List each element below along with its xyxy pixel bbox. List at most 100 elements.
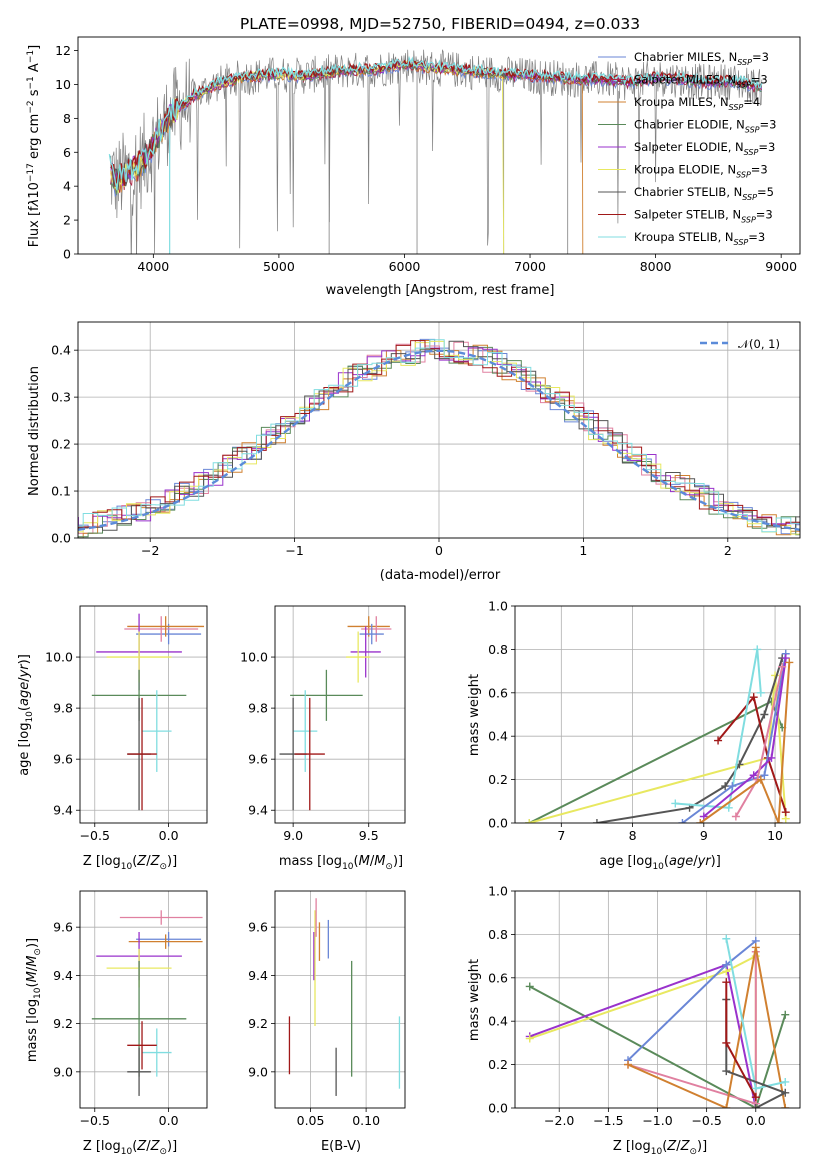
age-vs-metallicity-panel: −0.5 0.0 9.4 9.6 9.8 10.0 [45, 605, 208, 843]
spectrum-legend: Chabrier MILES, NSSP=3 Salpeter MILES, NS… [598, 50, 776, 247]
residual-histogram-panel-frame [77, 321, 801, 539]
mass-weight-vs-metallicity-panel-xtick-label: −1.0 [642, 1113, 672, 1128]
mass-weight-marker [722, 1038, 731, 1047]
spectrum-panel-xtick-label: 4000 [137, 259, 169, 274]
mass-weight-marker [722, 1104, 731, 1108]
mass-weight-line [529, 985, 787, 1108]
mass-weight-marker [525, 982, 534, 991]
residual-histogram-panel-ytick-label: 0.3 [51, 390, 71, 405]
legend-entry-label: Salpeter MILES, NSSP=3 [634, 73, 768, 90]
mass-weight-vs-metallicity-panel-ytick-label: 0.4 [488, 1014, 508, 1029]
mass-weight-vs-metallicity-panel-xtick-label: −2.0 [544, 1113, 574, 1128]
mass-weight-marker [785, 658, 794, 667]
p3-xlabel: Z [log10(Z/Z⊙)] [83, 854, 177, 872]
histogram-legend: 𝒩(0, 1) [700, 337, 780, 351]
histogram-step [78, 340, 800, 536]
age-vs-mass-panel-xtick-label: 9.5 [359, 828, 379, 843]
age-vs-mass-panel-frame [274, 605, 406, 824]
mass-weight-marker [525, 1034, 534, 1043]
mass-weight-marker [781, 1010, 790, 1019]
age-vs-metallicity-panel-ytick-label: 10.0 [45, 650, 73, 665]
spectrum-panel-xtick-label: 5000 [263, 259, 295, 274]
mass-weight-vs-metallicity-panel-xtick-label: −0.5 [691, 1113, 721, 1128]
residual-histogram-panel-xtick-label: −2 [141, 543, 159, 558]
spectrum-panel-ytick-label: 0 [63, 247, 71, 262]
age-vs-mass-panel-ytick-label: 9.6 [248, 752, 268, 767]
mass-weight-marker [781, 1088, 790, 1097]
mass-weight-marker [678, 819, 687, 823]
mass-weight-vs-age-panel-ytick-label: 0.2 [488, 772, 508, 787]
mass-vs-reddening-panel-xtick-label: 0.05 [297, 1113, 325, 1128]
residual-histogram-panel-ytick-label: 0.1 [51, 484, 71, 499]
legend-entry-label: Chabrier ELODIE, NSSP=3 [634, 118, 776, 135]
mass-weight-vs-metallicity-panel-ytick-label: 0.2 [488, 1057, 508, 1072]
mass-weight-marker [721, 782, 730, 791]
mass-weight-marker [751, 1093, 760, 1102]
legend-entry-label: Salpeter ELODIE, NSSP=3 [634, 140, 775, 157]
mass-weight-vs-metallicity-panel-ytick-label: 0.8 [488, 927, 508, 942]
residual-histogram-panel-xtick-label: 1 [579, 543, 587, 558]
p4-xlabel: mass [log10(M/M⊙)] [279, 854, 403, 872]
mass-weight-line [596, 657, 784, 823]
mass-weight-vs-metallicity-panel-ytick-label: 1.0 [488, 884, 508, 899]
mass-vs-metallicity-panel-ytick-label: 9.6 [53, 920, 73, 935]
model-spectrum-line [110, 60, 762, 191]
age-vs-metallicity-panel-frame [79, 605, 208, 824]
spectrum-panel-ytick-label: 6 [63, 145, 71, 160]
mass-weight-vs-age-panel-frame [514, 605, 801, 824]
mass-vs-reddening-panel-ytick-label: 9.4 [248, 968, 268, 983]
mass-weight-vs-metallicity-panel-frame [514, 890, 801, 1109]
spectrum-panel-xtick-label: 9000 [765, 259, 797, 274]
mass-weight-marker [760, 771, 769, 780]
mass-vs-reddening-panel-ytick-label: 9.6 [248, 920, 268, 935]
spectrum-panel-xtick-label: 7000 [514, 259, 546, 274]
spectrum-panel-ytick-label: 12 [55, 43, 71, 58]
mass-vs-metallicity-panel-frame [79, 890, 208, 1109]
p3-ylabel: age [log10(age/yr)] [17, 654, 35, 776]
mass-weight-vs-age-panel-ytick-label: 1.0 [488, 599, 508, 614]
mass-vs-metallicity-panel-ytick-label: 9.0 [53, 1064, 73, 1079]
mass-weight-vs-age-panel-ytick-label: 0.4 [488, 729, 508, 744]
histogram-xlabel: (data-model)/error [380, 568, 501, 583]
normal-distribution-curve [78, 349, 800, 531]
spectrum-panel-ytick-label: 10 [55, 77, 71, 92]
spectrum-panel-ytick-label: 2 [63, 213, 71, 228]
mass-weight-marker [781, 808, 790, 817]
mass-weight-marker [781, 1077, 790, 1086]
mass-weight-vs-age-panel-xtick-label: 10 [767, 828, 783, 843]
spectrum-panel: 4000 5000 6000 7000 8000 9000 0 2 4 6 8 10 12 [55, 36, 801, 274]
mass-weight-marker [671, 799, 680, 808]
mass-vs-reddening-panel-ytick-label: 9.2 [248, 1016, 268, 1031]
legend-entry-label: Salpeter STELIB, NSSP=3 [634, 208, 773, 225]
spectrum-ylabel: Flux [fλ10−17 erg cm−2 s−1 A−1] [26, 45, 42, 247]
mass-weight-vs-metallicity-panel-xtick-label: −1.5 [593, 1113, 623, 1128]
age-vs-mass-panel: 9.0 9.5 9.4 9.6 9.8 10.0 [240, 605, 406, 843]
mass-weight-marker [624, 1060, 633, 1069]
spectrum-panel-xtick-label: 6000 [389, 259, 421, 274]
mass-weight-marker [722, 978, 731, 987]
normal-legend-label: 𝒩(0, 1) [738, 337, 780, 351]
spectrum-xlabel: wavelength [Angstrom, rest frame] [326, 283, 555, 298]
p8-xlabel: Z [log10(Z/Z⊙)] [613, 1139, 707, 1157]
model-spectrum-line [108, 55, 763, 191]
mass-weight-marker [722, 1067, 731, 1076]
residual-histogram-panel: −2 −1 0 1 2 0.0 0.1 0.2 0.3 0.4 [51, 321, 801, 558]
mass-weight-marker [778, 662, 787, 671]
mass-weight-marker [722, 934, 731, 943]
age-vs-metallicity-panel-ytick-label: 9.4 [53, 803, 73, 818]
mass-weight-marker [714, 736, 723, 745]
mass-vs-metallicity-panel-xtick-label: −0.5 [80, 1113, 110, 1128]
age-vs-metallicity-panel-ytick-label: 9.8 [53, 701, 73, 716]
mass-vs-metallicity-panel-ytick-label: 9.4 [53, 968, 73, 983]
histogram-step [78, 340, 800, 531]
mass-weight-vs-metallicity-panel: −2.0 −1.5 −1.0 −0.5 0.0 0.0 0.2 0.4 0.6 0.8 1.0 [488, 884, 801, 1128]
mass-weight-vs-metallicity-panel-xtick-label: 0.0 [746, 1113, 766, 1128]
legend-entry-label: Chabrier STELIB, NSSP=5 [634, 185, 774, 202]
mass-weight-marker [760, 710, 769, 719]
spectrum-panel-ytick-label: 4 [63, 179, 71, 194]
p7-xlabel: E(B-V) [321, 1139, 361, 1154]
mass-weight-marker [749, 693, 758, 702]
residual-histogram-panel-ytick-label: 0.4 [51, 343, 71, 358]
mass-vs-metallicity-panel-ytick-label: 9.2 [53, 1016, 73, 1031]
mass-weight-marker [525, 819, 534, 823]
